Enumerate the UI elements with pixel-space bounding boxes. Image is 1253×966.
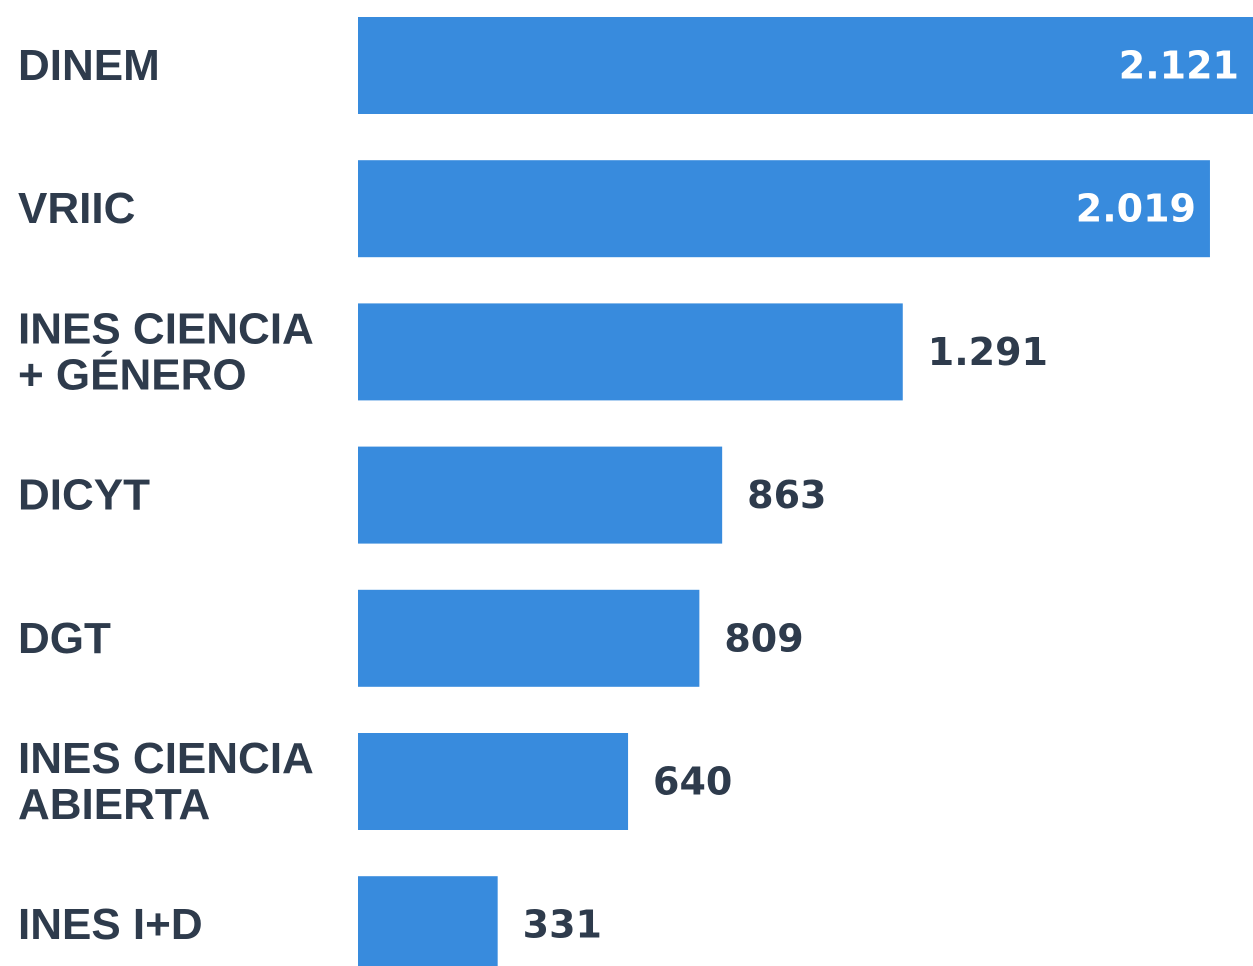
category-label-5-line-1: ABIERTA [18,780,210,829]
category-label-4: DGT [18,614,111,663]
category-label-0-line-0: DINEM [18,41,160,90]
category-label-2: INES CIENCIA + GÉNERO [18,304,314,399]
category-label-2-line-0: INES CIENCIA [18,304,314,353]
category-label-1-line-0: VRIIC [18,184,135,233]
category-label-3: DICYT [18,471,150,520]
bar-5 [358,733,629,830]
value-label-4: 809 [724,616,803,660]
bar-3 [358,446,723,544]
category-label-0: DINEM [18,41,160,90]
value-label-3: 863 [747,473,826,517]
value-label-2: 1.291 [928,330,1048,374]
bar-2 [358,303,903,401]
category-label-5-line-0: INES CIENCIA [18,734,314,783]
value-label-6: 331 [523,903,602,947]
category-label-6: INES I+D [18,900,203,949]
bar-0 [358,17,1253,114]
category-label-5: INES CIENCIA ABIERTA [18,734,314,829]
category-label-2-line-1: + GÉNERO [18,349,247,399]
category-label-6-line-0: INES I+D [18,900,203,949]
category-label-1: VRIIC [18,184,135,233]
value-label-1: 2.019 [1076,187,1196,231]
bar-6 [358,876,498,966]
value-label-5: 640 [653,760,732,804]
bar-4 [358,589,700,687]
category-label-4-line-0: DGT [18,614,111,663]
value-label-0: 2.121 [1119,44,1239,88]
bar-1 [358,160,1210,258]
category-label-3-line-0: DICYT [18,471,150,520]
